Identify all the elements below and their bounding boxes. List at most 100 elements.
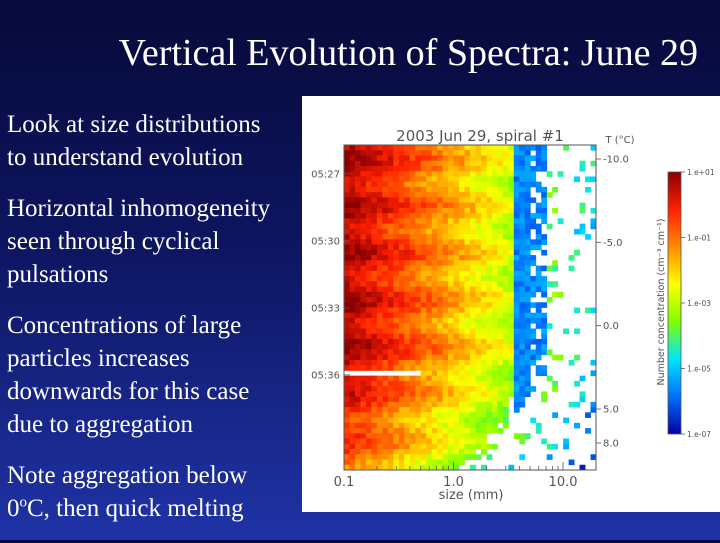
heatmap-cell [398, 244, 405, 251]
heatmap-cell [519, 375, 526, 382]
heatmap-cell [585, 307, 591, 314]
heatmap-cell [459, 307, 465, 314]
heatmap-cell [470, 323, 476, 329]
heatmap-cell [475, 197, 482, 204]
heatmap-cell [344, 438, 350, 445]
heatmap-cell [491, 317, 498, 324]
heatmap-cell [398, 260, 405, 266]
heatmap-cell [470, 428, 476, 434]
heatmap-cell [502, 407, 509, 413]
heatmap-cell [349, 265, 356, 272]
heatmap-cell [448, 244, 454, 251]
heatmap-cell [459, 286, 465, 293]
heatmap-cell [508, 171, 515, 177]
heatmap-cell [365, 213, 372, 219]
heatmap-cell [513, 323, 520, 329]
heatmap-cell [371, 213, 378, 219]
heatmap-cell [453, 145, 460, 151]
heatmap-cell [415, 228, 422, 235]
heatmap-cell [393, 323, 400, 329]
heatmap-cell [530, 349, 537, 356]
heatmap-cell [513, 202, 520, 209]
heatmap-cell [530, 317, 537, 324]
heatmap-cell [376, 186, 383, 193]
heatmap-cell [420, 417, 427, 424]
heatmap-cell [513, 281, 520, 287]
heatmap-cell [409, 270, 416, 277]
heatmap-cell [480, 265, 487, 272]
heatmap-cell [437, 176, 444, 183]
heatmap-cell [442, 401, 449, 408]
heatmap-cell [448, 234, 454, 240]
heatmap-cell [470, 270, 476, 277]
heatmap-cell [459, 401, 465, 408]
heatmap-cell [365, 155, 372, 162]
heatmap-cell [437, 359, 444, 366]
heatmap-cell [459, 165, 465, 172]
heatmap-cell [491, 286, 498, 293]
heatmap-cell [415, 333, 422, 340]
bullet-line: downwards for this case [7, 378, 250, 405]
heatmap-cell [398, 433, 405, 439]
heatmap-cell [376, 349, 383, 356]
heatmap-cell [398, 239, 405, 245]
heatmap-cell [415, 176, 422, 183]
heatmap-cell [508, 312, 515, 319]
heatmap-cell [409, 307, 416, 314]
heatmap-cell [420, 228, 427, 235]
heatmap-cell [344, 354, 350, 361]
heatmap-cell [508, 181, 515, 188]
heatmap-cell [376, 307, 383, 314]
heatmap-cell [519, 223, 526, 230]
heatmap-cell [459, 276, 465, 282]
heatmap-cell [349, 181, 356, 188]
heatmap-cell [475, 328, 482, 335]
heatmap-cell [459, 297, 465, 303]
heatmap-cell [404, 265, 411, 272]
heatmap-cell [464, 249, 471, 256]
heatmap-cell [371, 428, 378, 434]
heatmap-cell [431, 249, 438, 256]
heatmap-cell [404, 244, 411, 251]
heatmap-cell [486, 270, 493, 277]
heatmap-cell [415, 202, 422, 209]
heatmap-cell [530, 338, 537, 345]
heatmap-cell [415, 407, 422, 413]
heatmap-cell [470, 202, 476, 209]
heatmap-cell [519, 234, 526, 240]
heatmap-cell [470, 464, 476, 471]
heatmap-cell [502, 202, 509, 209]
heatmap-cell [464, 433, 471, 439]
heatmap-cell [387, 428, 394, 434]
heatmap-cell [409, 223, 416, 230]
heatmap-cell [360, 454, 367, 460]
heatmap-cell [415, 433, 422, 439]
heatmap-cell [535, 428, 542, 434]
heatmap-cell [524, 297, 531, 303]
heatmap-cell [480, 370, 487, 377]
heatmap-cell [464, 344, 471, 350]
heatmap-cell [530, 171, 537, 177]
heatmap-cell [360, 407, 367, 413]
heatmap-cell [453, 202, 460, 209]
heatmap-cell [480, 171, 487, 177]
heatmap-cell [459, 396, 465, 403]
heatmap-cell [393, 228, 400, 235]
heatmap-cell [475, 443, 482, 450]
heatmap-cell [365, 433, 372, 439]
heatmap-cell [448, 192, 454, 198]
heatmap-cell [491, 202, 498, 209]
heatmap-cell [470, 338, 476, 345]
heatmap-cell [448, 291, 454, 298]
heatmap-cell [431, 150, 438, 156]
heatmap-cell [574, 176, 580, 183]
heatmap-cell [541, 265, 548, 272]
heatmap-cell [579, 160, 586, 167]
heatmap-cell [354, 223, 361, 230]
heatmap-cell [393, 307, 400, 314]
heatmap-cell [431, 380, 438, 387]
heatmap-cell [371, 412, 378, 418]
heatmap-cell [508, 186, 515, 193]
heatmap-cell [360, 265, 367, 272]
heatmap-cell [470, 265, 476, 272]
